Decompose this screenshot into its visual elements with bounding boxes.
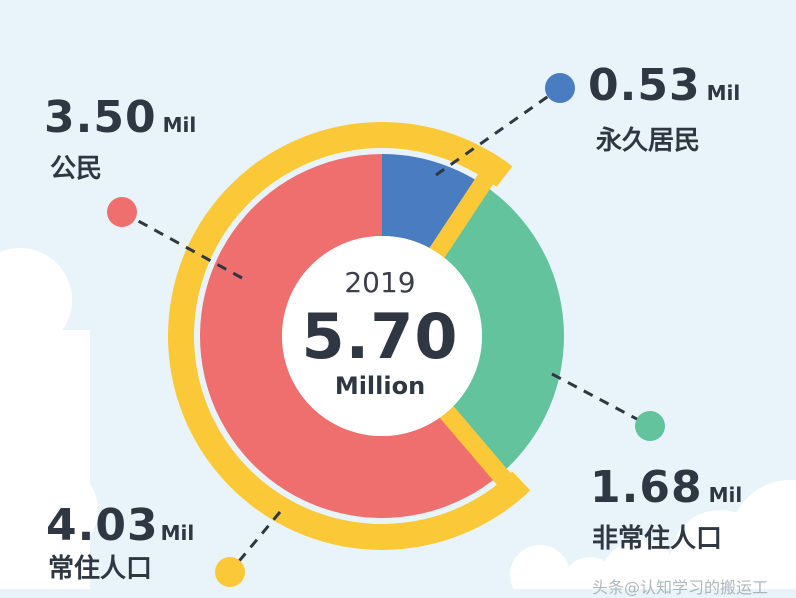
label-resident: 常住人口 — [48, 554, 153, 584]
leader-non-residents-dot — [635, 411, 665, 441]
value-nonres: 1.68 — [590, 462, 703, 513]
label-pr: 永久居民 — [596, 126, 701, 156]
leader-permanent-residents-dot — [545, 73, 575, 103]
slice-citizens — [200, 154, 501, 518]
leader-lines — [107, 73, 665, 587]
label-citizens: 公民 — [50, 154, 103, 184]
chart-total-unit: Million — [334, 372, 426, 400]
unit-pr: Mil — [706, 81, 741, 105]
leader-citizens-line — [121, 210, 243, 280]
slice-non-residents — [437, 184, 564, 475]
label-citizens-value: 3.50 Mil — [44, 92, 196, 143]
cloud-right — [600, 480, 796, 589]
label-nonres-value: 1.68 Mil — [590, 462, 742, 513]
label-resident-value: 4.03 Mil — [46, 500, 194, 551]
watermark: 头条@认知学习的搬运工 — [592, 578, 769, 597]
leader-non-residents-line — [551, 372, 651, 428]
cloud-bottom-mid — [510, 545, 618, 589]
center-disc — [282, 236, 482, 436]
unit-citizens: Mil — [162, 113, 197, 137]
unit-nonres: Mil — [708, 483, 743, 507]
label-pr-value: 0.53 Mil — [588, 60, 740, 111]
unit-resident: Mil — [160, 521, 195, 545]
leader-resident-population-dot — [215, 557, 245, 587]
value-pr: 0.53 — [588, 60, 701, 111]
chart-total: 5.70 — [301, 300, 459, 373]
cloud-left — [0, 248, 98, 589]
chart-year: 2019 — [344, 266, 416, 299]
slice-separator — [428, 152, 508, 260]
chart-slices — [167, 121, 564, 550]
leader-permanent-residents-line — [435, 86, 561, 177]
label-nonres: 非常住人口 — [592, 524, 723, 554]
value-citizens: 3.50 — [44, 92, 157, 143]
slice-separator — [438, 404, 528, 505]
leader-citizens-dot — [107, 197, 137, 227]
slice-permanent-residents — [382, 154, 483, 253]
leader-resident-population-line — [228, 511, 282, 573]
value-resident: 4.03 — [46, 500, 159, 551]
